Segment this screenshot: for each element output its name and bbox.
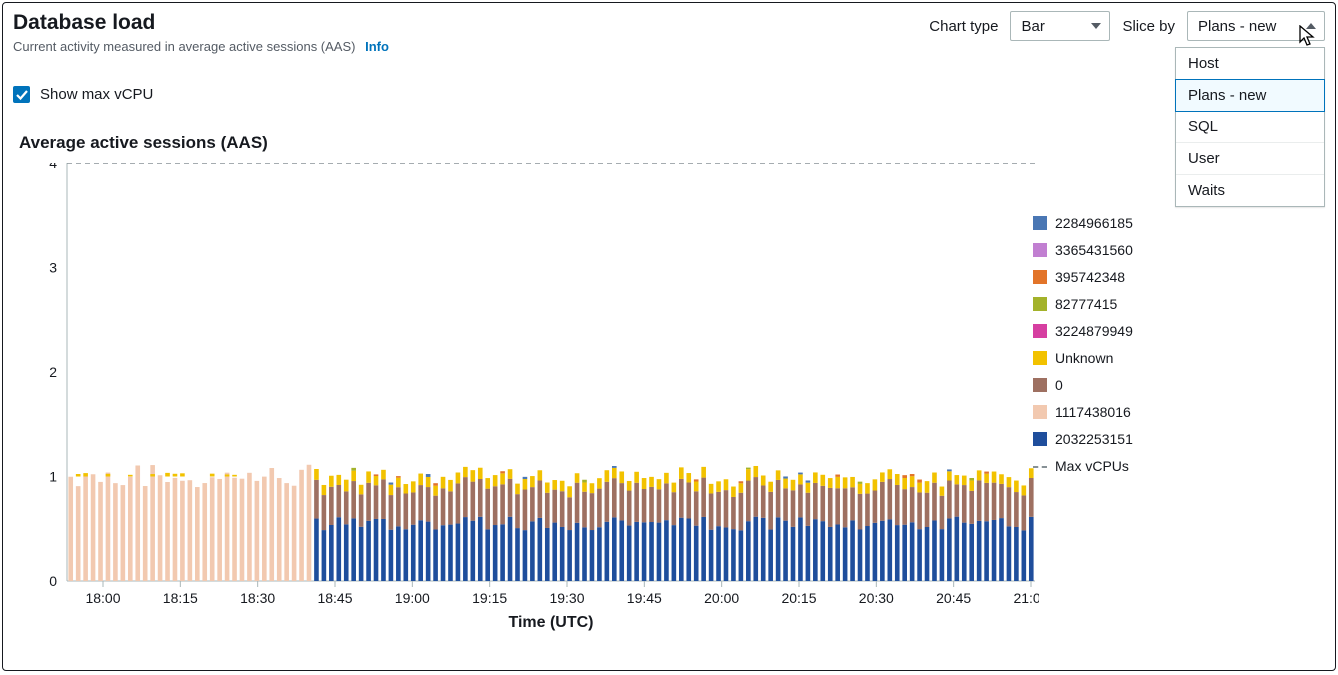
legend-item[interactable]: 3365431560: [1033, 236, 1133, 263]
info-link[interactable]: Info: [365, 39, 389, 54]
svg-text:3: 3: [49, 260, 57, 276]
chart-type-label: Chart type: [929, 18, 998, 35]
svg-text:19:00: 19:00: [395, 590, 430, 606]
legend-swatch: [1033, 459, 1047, 473]
svg-text:20:15: 20:15: [781, 590, 816, 606]
svg-text:21:00: 21:00: [1013, 590, 1039, 606]
slice-by-label: Slice by: [1122, 18, 1175, 35]
chevron-down-icon: [1091, 23, 1101, 29]
legend-item[interactable]: 3224879949: [1033, 317, 1133, 344]
legend-swatch: [1033, 270, 1047, 284]
legend-item[interactable]: 1117438016: [1033, 398, 1133, 425]
svg-text:20:00: 20:00: [704, 590, 739, 606]
svg-text:18:00: 18:00: [85, 590, 120, 606]
slice-by-dropdown: HostPlans - newSQLUserWaits: [1175, 47, 1325, 207]
page-subtitle: Current activity measured in average act…: [13, 39, 389, 54]
svg-text:19:15: 19:15: [472, 590, 507, 606]
legend-item[interactable]: 0: [1033, 371, 1133, 398]
legend-item[interactable]: 395742348: [1033, 263, 1133, 290]
svg-text:18:45: 18:45: [317, 590, 352, 606]
legend-item[interactable]: 2284966185: [1033, 209, 1133, 236]
svg-text:4: 4: [49, 163, 57, 171]
chart-type-select[interactable]: Bar: [1010, 11, 1110, 41]
slice-by-option[interactable]: Host: [1176, 48, 1324, 80]
legend-swatch: [1033, 351, 1047, 365]
svg-text:18:30: 18:30: [240, 590, 275, 606]
svg-text:20:45: 20:45: [936, 590, 971, 606]
legend-item[interactable]: 2032253151: [1033, 425, 1133, 452]
svg-text:20:30: 20:30: [859, 590, 894, 606]
svg-text:19:30: 19:30: [549, 590, 584, 606]
svg-text:19:45: 19:45: [627, 590, 662, 606]
show-max-vcpu-checkbox[interactable]: Show max vCPU: [13, 86, 1325, 103]
header-controls: Chart type Bar Slice by Plans - new: [929, 11, 1325, 41]
legend-item[interactable]: Max vCPUs: [1033, 452, 1133, 479]
page-title: Database load: [13, 11, 389, 35]
slice-by-option[interactable]: User: [1176, 143, 1324, 175]
slice-by-option[interactable]: SQL: [1176, 111, 1324, 143]
checkbox-checked-icon: [13, 86, 30, 103]
legend-swatch: [1033, 324, 1047, 338]
database-load-panel: Database load Current activity measured …: [2, 2, 1336, 671]
aas-chart: 0 1 2 3 4 18:00 18:15 18:30 18:45 19:00 19:15 19:30…: [19, 163, 1039, 633]
svg-text:18:15: 18:15: [163, 590, 198, 606]
slice-by-option[interactable]: Plans - new: [1175, 79, 1325, 112]
slice-by-option[interactable]: Waits: [1176, 175, 1324, 206]
legend-swatch: [1033, 297, 1047, 311]
header-left: Database load Current activity measured …: [13, 11, 389, 54]
legend-item[interactable]: 82777415: [1033, 290, 1133, 317]
legend-swatch: [1033, 243, 1047, 257]
svg-text:2: 2: [49, 364, 57, 380]
legend-item[interactable]: Unknown: [1033, 344, 1133, 371]
legend-swatch: [1033, 432, 1047, 446]
legend-swatch: [1033, 216, 1047, 230]
chart-legend: 2284966185336543156039574234882777415322…: [1033, 209, 1133, 479]
chart-title: Average active sessions (AAS): [19, 133, 1325, 153]
svg-text:0: 0: [49, 573, 57, 589]
legend-swatch: [1033, 378, 1047, 392]
svg-text:Time (UTC): Time (UTC): [508, 614, 593, 631]
legend-swatch: [1033, 405, 1047, 419]
cursor-icon: [1299, 25, 1319, 47]
svg-text:1: 1: [49, 469, 57, 485]
